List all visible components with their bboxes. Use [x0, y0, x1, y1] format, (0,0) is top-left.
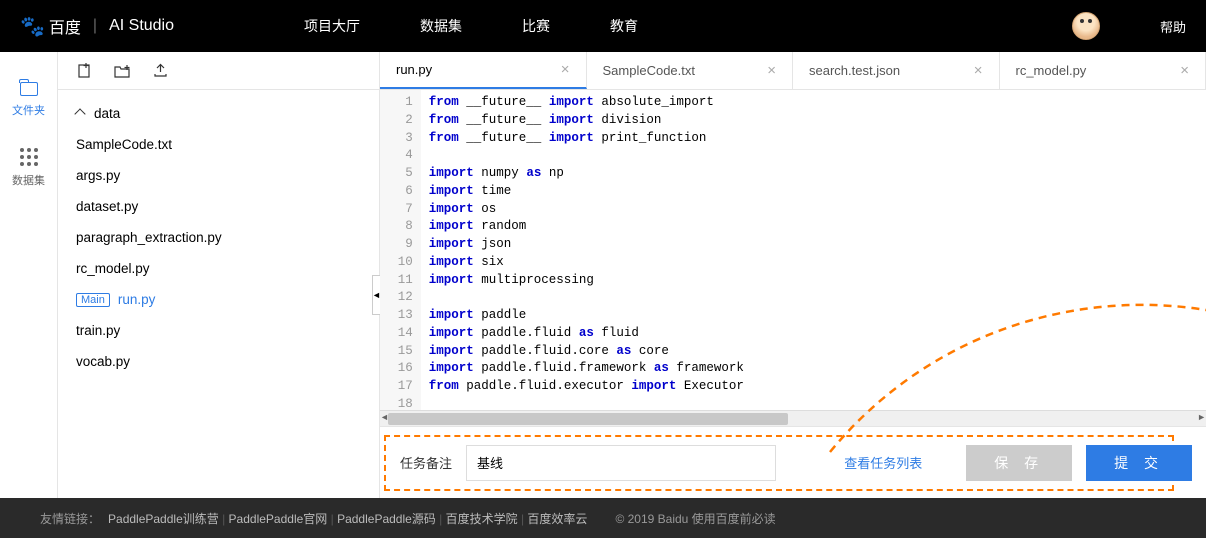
submit-button[interactable]: 提 交 — [1086, 445, 1192, 481]
footer-copyright: © 2019 Baidu 使用百度前必读 — [615, 510, 775, 527]
folder-label: data — [94, 106, 120, 121]
footer-link[interactable]: PaddlePaddle训练营 — [108, 512, 219, 526]
close-icon[interactable]: × — [974, 62, 983, 79]
tree-item[interactable]: train.py — [58, 315, 379, 346]
help-link[interactable]: 帮助 — [1160, 17, 1186, 36]
tree-item-label: paragraph_extraction.py — [76, 230, 222, 245]
tree-item-label: SampleCode.txt — [76, 137, 172, 152]
footer-link[interactable]: 百度效率云 — [527, 512, 587, 526]
left-rail: 文件夹 数据集 — [0, 52, 58, 498]
collapse-handle[interactable]: ◄ — [372, 275, 380, 315]
close-icon[interactable]: × — [767, 62, 776, 79]
editor-tab[interactable]: run.py × — [380, 52, 587, 89]
new-file-icon[interactable] — [76, 63, 92, 79]
editor-tab[interactable]: rc_model.py × — [1000, 52, 1206, 89]
tree-item-label: vocab.py — [76, 354, 130, 369]
tree-item[interactable]: vocab.py — [58, 346, 379, 377]
view-tasks-link[interactable]: 查看任务列表 — [844, 453, 922, 472]
grid-icon — [20, 148, 38, 166]
brand-studio: AI Studio — [109, 17, 174, 35]
main-area: 文件夹 数据集 data SampleCode.txt args.py datase… — [0, 52, 1206, 498]
line-gutter: 1234567891011121314151617181920 ▾2122232… — [380, 90, 421, 410]
footer: 友情链接： PaddlePaddle训练营 | PaddlePaddle官网 |… — [0, 498, 1206, 538]
rail-files-label: 文件夹 — [12, 102, 45, 118]
rail-files[interactable]: 文件夹 — [12, 82, 45, 118]
close-icon[interactable]: × — [1180, 62, 1189, 79]
file-tree: data SampleCode.txt args.py dataset.py para… — [58, 90, 379, 385]
editor-area: ◄ run.py×SampleCode.txt×search.test.json… — [380, 52, 1206, 498]
code-editor[interactable]: 1234567891011121314151617181920 ▾2122232… — [380, 90, 1206, 410]
tree-item[interactable]: Main run.py — [58, 284, 379, 315]
top-nav: 🐾 百度 | AI Studio 项目大厅 数据集 比赛 教育 帮助 — [0, 0, 1206, 52]
brand-baidu: 百度 — [49, 14, 81, 38]
close-icon[interactable]: × — [561, 61, 570, 78]
tree-folder-data[interactable]: data — [58, 98, 379, 129]
editor-tabs: run.py×SampleCode.txt×search.test.json×r… — [380, 52, 1206, 90]
baidu-logo[interactable]: 🐾 百度 — [20, 14, 81, 39]
editor-tab[interactable]: search.test.json × — [793, 52, 1000, 89]
logo-area: 🐾 百度 | AI Studio — [20, 14, 174, 39]
scrollbar-thumb[interactable] — [388, 413, 788, 425]
nav-right: 帮助 — [1072, 12, 1186, 40]
tree-item[interactable]: paragraph_extraction.py — [58, 222, 379, 253]
horizontal-scrollbar[interactable] — [380, 410, 1206, 426]
tree-item-label: run.py — [118, 292, 156, 307]
avatar[interactable] — [1072, 12, 1100, 40]
nav-links: 项目大厅 数据集 比赛 教育 — [304, 16, 638, 36]
tree-item-label: rc_model.py — [76, 261, 150, 276]
upload-icon[interactable] — [152, 63, 168, 79]
folder-icon — [20, 82, 38, 96]
footer-link[interactable]: PaddlePaddle官网 — [229, 512, 328, 526]
nav-item-education[interactable]: 教育 — [610, 16, 638, 36]
footer-link[interactable]: PaddlePaddle源码 — [337, 512, 436, 526]
tab-label: run.py — [396, 62, 432, 77]
paw-icon: 🐾 — [20, 14, 45, 39]
rail-dataset[interactable]: 数据集 — [12, 148, 45, 188]
tab-label: search.test.json — [809, 63, 900, 78]
tree-item[interactable]: args.py — [58, 160, 379, 191]
tree-item-label: args.py — [76, 168, 120, 183]
nav-item-datasets[interactable]: 数据集 — [420, 16, 462, 36]
new-folder-icon[interactable] — [114, 63, 130, 79]
tree-item-label: train.py — [76, 323, 120, 338]
save-button[interactable]: 保 存 — [966, 445, 1072, 481]
nav-item-projects[interactable]: 项目大厅 — [304, 16, 360, 36]
tree-item[interactable]: SampleCode.txt — [58, 129, 379, 160]
tab-label: SampleCode.txt — [603, 63, 696, 78]
nav-item-competition[interactable]: 比赛 — [522, 16, 550, 36]
tree-item[interactable]: dataset.py — [58, 191, 379, 222]
main-badge: Main — [76, 293, 110, 307]
footer-link[interactable]: 百度技术学院 — [446, 512, 518, 526]
footer-prefix: 友情链接： — [40, 510, 100, 527]
bottom-bar: 任务备注 查看任务列表 保 存 提 交 — [380, 426, 1206, 498]
rail-dataset-label: 数据集 — [12, 172, 45, 188]
file-panel: data SampleCode.txt args.py dataset.py para… — [58, 52, 380, 498]
tab-label: rc_model.py — [1016, 63, 1087, 78]
editor-tab[interactable]: SampleCode.txt × — [587, 52, 794, 89]
code-lines[interactable]: from __future__ import absolute_importfr… — [421, 90, 752, 410]
brand-divider: | — [93, 17, 97, 35]
tree-item[interactable]: rc_model.py — [58, 253, 379, 284]
chevron-icon — [74, 108, 85, 119]
tree-item-label: dataset.py — [76, 199, 138, 214]
file-toolbar — [58, 52, 379, 90]
